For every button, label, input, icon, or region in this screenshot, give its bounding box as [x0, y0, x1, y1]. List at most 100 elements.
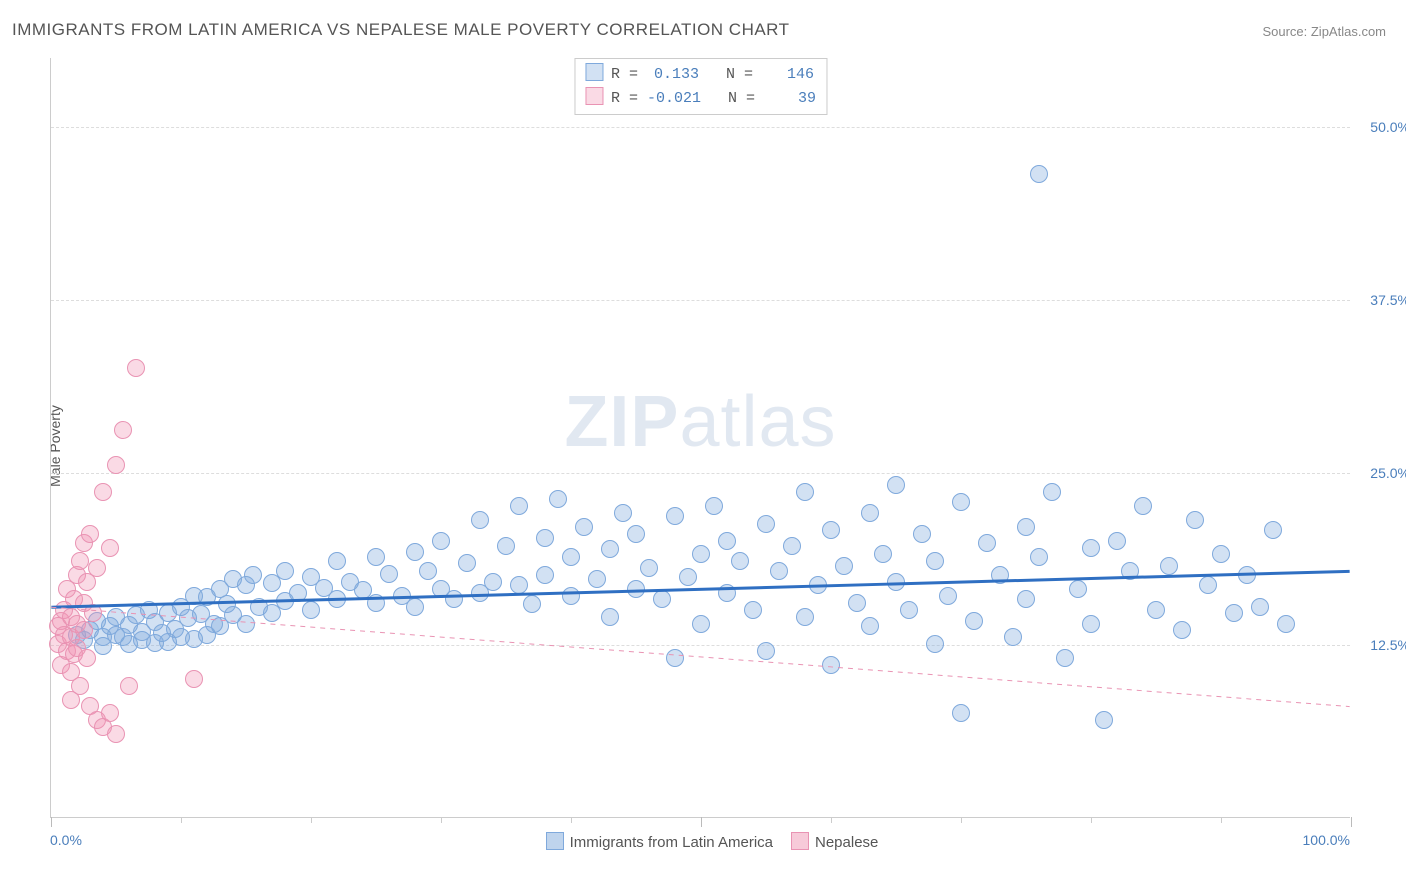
data-point [1030, 548, 1048, 566]
data-point [1186, 511, 1204, 529]
data-point [874, 545, 892, 563]
data-point [107, 725, 125, 743]
data-point [809, 576, 827, 594]
n-value: 39 [764, 88, 816, 111]
data-point [822, 656, 840, 674]
data-point [835, 557, 853, 575]
x-tick-major [51, 817, 52, 827]
legend-label: Immigrants from Latin America [570, 834, 773, 851]
data-point [510, 497, 528, 515]
data-point [1095, 711, 1113, 729]
data-point [991, 566, 1009, 584]
data-point [601, 608, 619, 626]
data-point [536, 529, 554, 547]
data-point [861, 617, 879, 635]
y-tick-label: 12.5% [1355, 637, 1406, 653]
x-tick-minor [441, 817, 442, 823]
data-point [926, 552, 944, 570]
data-point [127, 359, 145, 377]
y-tick-label: 37.5% [1355, 292, 1406, 308]
data-point [78, 649, 96, 667]
data-point [244, 566, 262, 584]
data-point [367, 594, 385, 612]
n-value: 146 [762, 64, 814, 87]
r-value: 0.133 [647, 64, 699, 87]
plot-area: ZIPatlas R = 0.133 N = 146R = -0.021 N =… [50, 58, 1350, 818]
data-point [1147, 601, 1165, 619]
data-point [536, 566, 554, 584]
data-point [62, 691, 80, 709]
data-point [419, 562, 437, 580]
data-point [1212, 545, 1230, 563]
data-point [796, 608, 814, 626]
data-point [939, 587, 957, 605]
x-tick-minor [181, 817, 182, 823]
data-point [952, 493, 970, 511]
source-attribution: Source: ZipAtlas.com [1262, 24, 1386, 39]
data-point [848, 594, 866, 612]
data-point [1082, 539, 1100, 557]
data-point [406, 598, 424, 616]
x-tick-minor [831, 817, 832, 823]
data-point [965, 612, 983, 630]
x-tick-major [1351, 817, 1352, 827]
x-tick-minor [311, 817, 312, 823]
r-value: -0.021 [647, 88, 701, 111]
data-point [614, 504, 632, 522]
data-point [588, 570, 606, 588]
data-point [1160, 557, 1178, 575]
data-point [1134, 497, 1152, 515]
data-point [627, 525, 645, 543]
data-point [328, 590, 346, 608]
y-tick-label: 50.0% [1355, 119, 1406, 135]
legend-swatch [546, 832, 564, 850]
data-point [887, 573, 905, 591]
data-point [445, 590, 463, 608]
data-point [913, 525, 931, 543]
x-tick-minor [1091, 817, 1092, 823]
legend-swatch [585, 63, 603, 81]
series-legend: Immigrants from Latin AmericaNepalese [0, 832, 1406, 851]
data-point [120, 677, 138, 695]
data-point [562, 548, 580, 566]
data-point [770, 562, 788, 580]
data-point [1069, 580, 1087, 598]
gridline-h [51, 300, 1350, 301]
data-point [562, 587, 580, 605]
data-point [1043, 483, 1061, 501]
data-point [497, 537, 515, 555]
data-point [549, 490, 567, 508]
x-tick-minor [1221, 817, 1222, 823]
data-point [601, 540, 619, 558]
data-point [757, 515, 775, 533]
data-point [101, 704, 119, 722]
gridline-h [51, 127, 1350, 128]
data-point [692, 615, 710, 633]
data-point [1004, 628, 1022, 646]
data-point [1017, 590, 1035, 608]
legend-swatch [791, 832, 809, 850]
data-point [1121, 562, 1139, 580]
x-tick-minor [961, 817, 962, 823]
data-point [1082, 615, 1100, 633]
data-point [1056, 649, 1074, 667]
data-point [1251, 598, 1269, 616]
data-point [1173, 621, 1191, 639]
watermark: ZIPatlas [564, 381, 836, 463]
data-point [84, 604, 102, 622]
data-point [731, 552, 749, 570]
data-point [1199, 576, 1217, 594]
gridline-h [51, 645, 1350, 646]
data-point [783, 537, 801, 555]
data-point [666, 649, 684, 667]
data-point [458, 554, 476, 572]
legend-swatch [585, 87, 603, 105]
data-point [484, 573, 502, 591]
data-point [510, 576, 528, 594]
data-point [926, 635, 944, 653]
data-point [1277, 615, 1295, 633]
gridline-h [51, 473, 1350, 474]
data-point [640, 559, 658, 577]
data-point [1238, 566, 1256, 584]
data-point [692, 545, 710, 563]
